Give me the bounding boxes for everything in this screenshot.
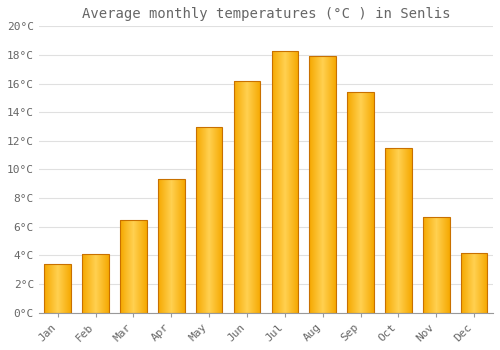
Bar	[310, 56, 336, 313]
Bar	[348, 92, 374, 313]
Bar	[385, 148, 411, 313]
Bar	[120, 219, 146, 313]
Bar	[272, 51, 298, 313]
Title: Average monthly temperatures (°C ) in Senlis: Average monthly temperatures (°C ) in Se…	[82, 7, 450, 21]
Bar	[423, 217, 450, 313]
Bar	[234, 81, 260, 313]
Bar	[44, 264, 71, 313]
Bar	[461, 252, 487, 313]
Bar	[196, 126, 222, 313]
Bar	[82, 254, 109, 313]
Bar	[158, 180, 184, 313]
